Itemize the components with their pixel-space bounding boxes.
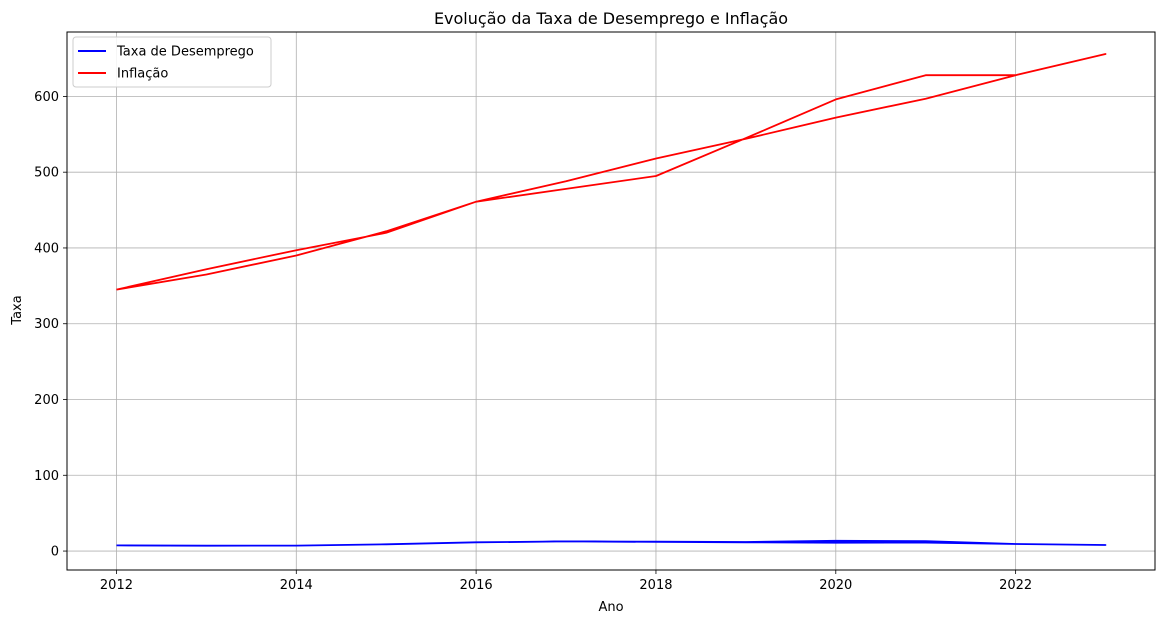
y-tick-label: 200 (34, 393, 59, 408)
x-tick-label: 2020 (819, 578, 852, 593)
x-tick-label: 2014 (280, 578, 313, 593)
y-tick-label: 600 (34, 90, 59, 105)
y-axis-label: Taxa (10, 295, 25, 325)
y-tick-label: 400 (34, 241, 59, 256)
series-line-1 (116, 53, 1107, 291)
series-line-0 (116, 539, 1107, 547)
legend: Taxa de Desemprego Inflação (72, 36, 272, 88)
x-axis-label: Ano (598, 600, 623, 615)
x-tick-label: 2012 (100, 578, 133, 593)
y-tick-label: 100 (34, 469, 59, 484)
y-axis-ticks: 0 100 200 300 400 500 600 (34, 90, 67, 560)
x-tick-label: 2018 (639, 578, 672, 593)
legend-label: Inflação (117, 67, 168, 82)
y-tick-label: 300 (34, 317, 59, 332)
x-axis-ticks: 2012 2014 2016 2018 2020 2022 (100, 570, 1032, 593)
x-tick-label: 2016 (460, 578, 493, 593)
chart-title: Evolução da Taxa de Desemprego e Inflaçã… (434, 9, 788, 28)
grid (67, 32, 1155, 570)
legend-label: Taxa de Desemprego (116, 45, 254, 60)
series-layer (116, 53, 1107, 547)
y-tick-label: 500 (34, 166, 59, 181)
x-tick-label: 2022 (999, 578, 1032, 593)
plot-frame (66, 31, 1156, 571)
y-tick-label: 0 (51, 545, 59, 560)
legend-box (72, 36, 272, 88)
